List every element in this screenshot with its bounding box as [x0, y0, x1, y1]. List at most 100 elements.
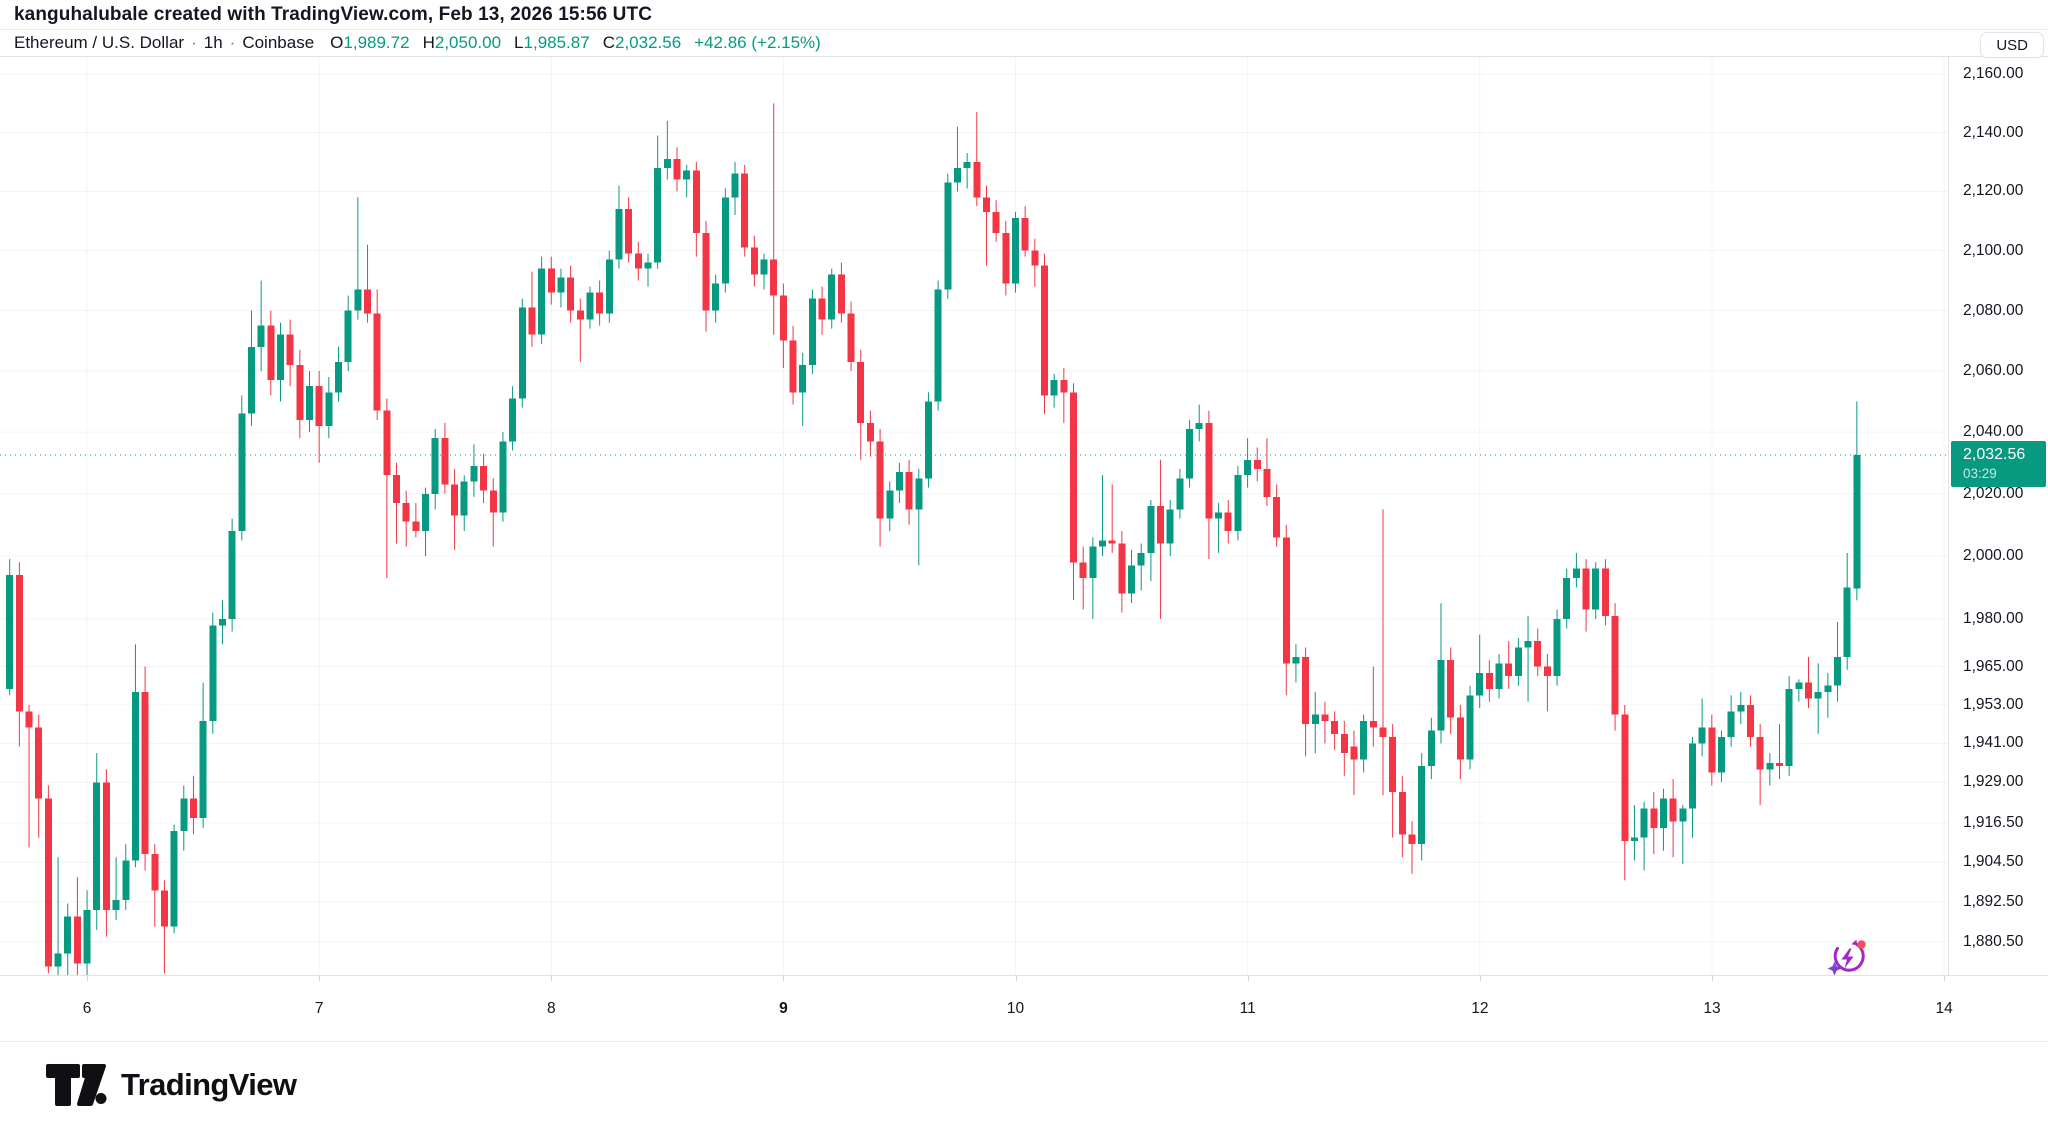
- low-value: L1,985.87: [514, 33, 590, 52]
- candle-body: [1775, 762, 1783, 767]
- candle-body: [654, 167, 662, 263]
- candle-body: [1379, 727, 1387, 737]
- candle-body: [1186, 429, 1194, 479]
- candle-body: [1524, 641, 1532, 648]
- candle-body: [876, 441, 884, 519]
- candle-body: [905, 472, 913, 510]
- candle-body: [847, 313, 855, 362]
- candle-body: [1050, 380, 1058, 396]
- candle-body: [1698, 727, 1706, 744]
- price-axis[interactable]: 2,160.00 2,140.00 2,120.00 2,100.00 2,080.00…: [1948, 57, 2048, 1042]
- price-tick-label: 2,000.00: [1963, 547, 2024, 565]
- time-tick-label: 14: [1935, 1000, 1953, 1017]
- candle-body: [1099, 540, 1107, 547]
- candle-body: [1157, 506, 1165, 544]
- candle-body: [895, 472, 903, 491]
- candle-body: [808, 298, 816, 365]
- candle-body: [634, 253, 642, 269]
- price-tick-label: 1,980.00: [1963, 609, 2024, 627]
- candle-body: [1805, 682, 1813, 699]
- close-value: C2,032.56: [602, 33, 682, 52]
- time-tick-mark: [319, 976, 321, 981]
- legend-separator: ·: [191, 33, 197, 52]
- candle-body: [1340, 733, 1348, 754]
- candle-body: [296, 364, 304, 420]
- symbol-legend: Ethereum / U.S. Dollar · 1h · Coinbase O…: [0, 30, 2048, 57]
- high-value: H2,050.00: [422, 33, 502, 52]
- candle-body: [1311, 714, 1319, 725]
- candle-body: [934, 289, 942, 402]
- candle-body: [1418, 766, 1426, 845]
- tradingview-logo[interactable]: TradingView: [44, 1062, 297, 1108]
- candle-body: [1708, 727, 1716, 773]
- candle-body: [973, 161, 981, 198]
- candle-body: [779, 295, 787, 341]
- candle-body: [509, 398, 517, 442]
- candle-body: [160, 890, 168, 927]
- candle-body: [518, 307, 526, 399]
- candle-body: [857, 361, 865, 423]
- candle-body: [1292, 656, 1300, 664]
- ai-refresh-icon[interactable]: [1826, 935, 1870, 979]
- candle-body: [953, 167, 961, 183]
- candle-body: [112, 900, 120, 911]
- time-tick-mark: [551, 976, 553, 981]
- price-tick-label: 1,916.50: [1963, 813, 2024, 831]
- candle-body: [151, 854, 159, 891]
- candlestick-chart-pane[interactable]: [0, 57, 1948, 975]
- change-badge: +42.86 (+2.15%): [694, 33, 821, 52]
- candle-body: [1360, 720, 1368, 760]
- candle-body: [1853, 454, 1861, 589]
- candle-body: [1244, 459, 1252, 476]
- price-tick-label: 2,080.00: [1963, 301, 2024, 319]
- legend-separator: ·: [229, 33, 236, 52]
- candle-body: [15, 574, 23, 712]
- refresh-arrowhead: [1851, 939, 1857, 946]
- exchange-label: Coinbase: [242, 33, 315, 52]
- currency-toggle-button[interactable]: USD: [1980, 32, 2044, 58]
- candle-body: [1630, 837, 1638, 841]
- candle-body: [683, 170, 691, 180]
- candle-body: [209, 625, 217, 721]
- candle-body: [1176, 478, 1184, 510]
- candle-body: [1717, 736, 1725, 773]
- candle-body: [1331, 720, 1339, 734]
- candle-body: [393, 475, 401, 504]
- price-tick-label: 1,965.00: [1963, 657, 2024, 675]
- candle-body: [315, 386, 323, 426]
- candle-body: [460, 481, 468, 516]
- candle-body: [557, 277, 565, 293]
- candle-body: [818, 298, 826, 320]
- price-tick-label: 2,120.00: [1963, 182, 2024, 200]
- candle-body: [1640, 808, 1648, 838]
- candlestick-plot[interactable]: [0, 57, 1948, 975]
- candle-body: [1215, 512, 1223, 519]
- price-tick-label: 1,953.00: [1963, 695, 2024, 713]
- candle-body: [1369, 720, 1377, 728]
- candle-body: [1060, 380, 1068, 393]
- candle-body: [1485, 672, 1493, 689]
- candle-body: [441, 438, 449, 485]
- candle-body: [131, 692, 139, 861]
- price-tick-label: 1,904.50: [1963, 853, 2024, 871]
- candle-body: [402, 503, 410, 522]
- price-tick-label: 2,100.00: [1963, 241, 2024, 259]
- candle-body: [866, 422, 874, 442]
- refresh-arc: [1833, 942, 1865, 972]
- time-tick-mark: [87, 976, 88, 981]
- symbol-title[interactable]: Ethereum / U.S. Dollar: [14, 33, 185, 52]
- open-value: O1,989.72: [330, 33, 410, 52]
- interval-label[interactable]: 1h: [203, 33, 223, 52]
- time-axis[interactable]: 6 7 8 9 10 11 12 13 14: [0, 975, 2048, 1042]
- candle-body: [1137, 552, 1145, 566]
- candle-body: [1650, 808, 1658, 828]
- ohlc-values: O1,989.72 H2,050.00 L1,985.87 C2,032.56: [330, 33, 694, 53]
- sparkle-icon: [1827, 961, 1842, 976]
- time-tick-label: 10: [1006, 1000, 1025, 1017]
- candle-body: [1824, 685, 1832, 693]
- candle-body: [228, 531, 236, 619]
- tradingview-logo-text: TradingView: [121, 1067, 297, 1102]
- candle-body: [1282, 537, 1290, 664]
- candle-body: [1108, 540, 1116, 544]
- time-tick-label: 6: [82, 1000, 92, 1017]
